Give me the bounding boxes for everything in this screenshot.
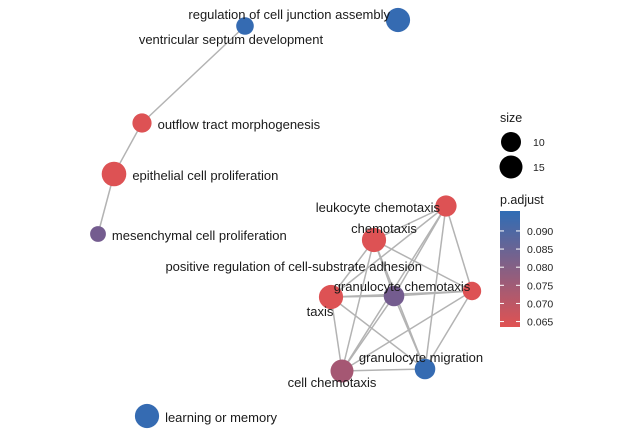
node-mesenchymal_cell_proliferation [90,226,106,242]
color-legend-title: p.adjust [500,193,544,207]
node-label-granulocyte_chemotaxis: granulocyte chemotaxis [334,279,471,294]
node-granulocyte_migration [414,358,436,380]
color-legend-bar [500,211,520,327]
node-label-learning_or_memory: learning or memory [165,410,277,425]
node-regulation_of_cell_junction_assembly [385,7,411,33]
edges [97,25,473,372]
size-legend-circle-15 [499,155,523,179]
edge-ventricular_septum_development-outflow_tract_morphogenesis [141,25,246,124]
color-tick-label-4: 0.085 [527,244,553,256]
node-chemotaxis [361,227,387,253]
node-label-epithelial_cell_proliferation: epithelial cell proliferation [132,168,278,183]
node-label-taxis: taxis [307,304,334,319]
color-tick-label-3: 0.080 [527,262,553,274]
node-label-mesenchymal_cell_proliferation: mesenchymal cell proliferation [112,228,287,243]
edge-granulocyte_migration-positive_regulation_of_cell_substrate_adhesion [424,290,473,370]
node-label-chemotaxis: chemotaxis [351,221,417,236]
size-legend-label-15: 15 [533,162,545,174]
edge-taxis-cell_chemotaxis [330,296,343,372]
edge-leukocyte_chemotaxis-taxis [330,205,447,298]
node-labels: regulation of cell junction assembly vent… [112,7,483,425]
edge-cell_chemotaxis-positive_regulation_of_cell_substrate_adhesion [341,290,473,372]
color-tick-label-0: 0.065 [527,317,553,329]
node-label-outflow_tract_morphogenesis: outflow tract morphogenesis [158,117,321,132]
edge-granulocyte_migration-cell_chemotaxis [341,368,426,372]
edge-granulocyte_chemotaxis-granulocyte_migration [393,295,426,370]
node-cell_chemotaxis [330,359,354,383]
edge-leukocyte_chemotaxis-positive_regulation_of_cell_substrate_adhesion [445,205,473,292]
nodes [90,7,482,429]
node-learning_or_memory [134,403,160,429]
edge-leukocyte_chemotaxis-chemotaxis [373,205,447,241]
edge-taxis-granulocyte_migration [330,296,426,370]
color-tick-label-1: 0.070 [527,298,553,310]
color-tick-label-5: 0.090 [527,226,553,238]
node-label-cell_chemotaxis: cell chemotaxis [288,375,377,390]
edge-leukocyte_chemotaxis-granulocyte_migration [424,205,447,370]
node-positive_regulation_of_cell_substrate_adhesion [462,281,482,301]
node-taxis [318,284,344,310]
node-granulocyte_chemotaxis [383,285,405,307]
size-legend-title: size [500,111,522,125]
color-tick-label-2: 0.075 [527,280,553,292]
color-legend-ticks: 0.065 0.070 0.075 0.080 0.085 0.090 [500,226,553,329]
node-ventricular_septum_development [236,17,254,35]
node-epithelial_cell_proliferation [101,161,127,187]
node-label-positive_regulation_of_cell_substrate_adhesion: positive regulation of cell-substrate ad… [165,259,422,274]
edge-granulocyte_chemotaxis-cell_chemotaxis [341,295,395,372]
node-label-granulocyte_migration: granulocyte migration [359,350,483,365]
node-leukocyte_chemotaxis [435,195,457,217]
edge-chemotaxis-positive_regulation_of_cell_substrate_adhesion [373,239,473,292]
size-legend: 10 15 [499,132,545,179]
node-label-leukocyte_chemotaxis: leukocyte chemotaxis [316,200,441,215]
edge-chemotaxis-cell_chemotaxis [341,239,375,372]
node-label-ventricular_septum_development: ventricular septum development [139,32,324,47]
size-legend-circle-10 [501,132,521,152]
node-outflow_tract_morphogenesis [132,113,152,133]
node-label-regulation_of_cell_junction_assembly: regulation of cell junction assembly [188,7,390,22]
size-legend-label-10: 10 [533,137,545,149]
